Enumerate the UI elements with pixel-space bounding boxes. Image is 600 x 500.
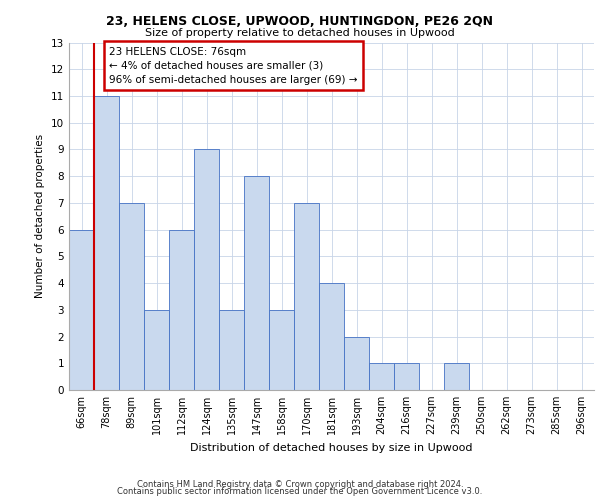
Text: Contains public sector information licensed under the Open Government Licence v3: Contains public sector information licen… xyxy=(118,487,482,496)
Bar xyxy=(244,176,269,390)
Bar xyxy=(319,283,344,390)
Text: 23 HELENS CLOSE: 76sqm
← 4% of detached houses are smaller (3)
96% of semi-detac: 23 HELENS CLOSE: 76sqm ← 4% of detached … xyxy=(109,46,358,84)
Bar xyxy=(144,310,169,390)
Bar xyxy=(444,364,469,390)
Y-axis label: Number of detached properties: Number of detached properties xyxy=(35,134,46,298)
Bar xyxy=(69,230,94,390)
Bar xyxy=(369,364,394,390)
X-axis label: Distribution of detached houses by size in Upwood: Distribution of detached houses by size … xyxy=(190,442,473,452)
Bar xyxy=(394,364,419,390)
Text: Contains HM Land Registry data © Crown copyright and database right 2024.: Contains HM Land Registry data © Crown c… xyxy=(137,480,463,489)
Bar xyxy=(119,203,144,390)
Bar xyxy=(344,336,369,390)
Bar xyxy=(169,230,194,390)
Bar xyxy=(194,150,219,390)
Text: 23, HELENS CLOSE, UPWOOD, HUNTINGDON, PE26 2QN: 23, HELENS CLOSE, UPWOOD, HUNTINGDON, PE… xyxy=(107,15,493,28)
Text: Size of property relative to detached houses in Upwood: Size of property relative to detached ho… xyxy=(145,28,455,38)
Bar xyxy=(294,203,319,390)
Bar xyxy=(219,310,244,390)
Bar xyxy=(94,96,119,390)
Bar xyxy=(269,310,294,390)
